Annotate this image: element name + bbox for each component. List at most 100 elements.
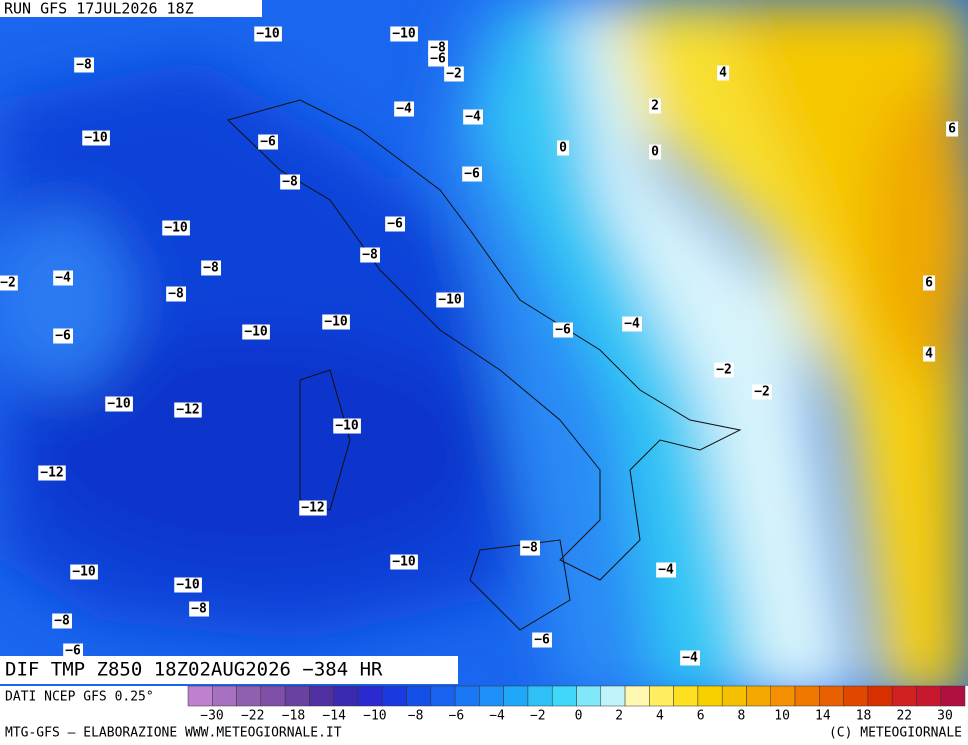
contour-label: −10 [324,315,348,330]
contour-label: −6 [464,167,480,182]
colorbar-swatch [551,685,577,707]
contour-label-box [70,564,98,580]
contour-label: 4 [719,66,727,81]
contour-label-box [74,57,94,73]
contour-label-box [360,247,380,263]
contour-label: −8 [54,614,70,629]
contour-label-box [280,174,300,190]
contour-label-box [166,286,186,302]
colorbar-tick-label: −10 [363,709,386,724]
contour-label-box [0,275,18,291]
title-box [0,656,458,684]
contour-label: −2 [0,276,16,291]
contour-label-box [201,260,221,276]
contour-label: −10 [392,555,416,570]
colorbar-swatch [697,685,723,707]
contour-label: −4 [465,110,481,125]
contour-label: −10 [164,221,188,236]
contour-label-box [462,166,482,182]
contour-label: 6 [925,276,933,291]
source-label: DATI NCEP GFS 0.25° [5,690,154,705]
contour-label-box [714,362,734,378]
contour-label-box [390,554,418,570]
colorbar-tick-label: 2 [615,709,623,724]
colorbar-swatch [236,685,262,707]
colorbar-swatch [867,685,893,707]
colorbar-swatch [454,685,480,707]
colorbar-tick-label: 4 [656,709,664,724]
contour-label-box [680,650,700,666]
colorbar-swatch [284,685,310,707]
colorbar-swatch [333,685,359,707]
colorbar-swatch [721,685,747,707]
contour-label-box [622,316,642,332]
colorbar-swatch [503,685,529,707]
contour-label: −8 [282,175,298,190]
contour-label-box [394,101,414,117]
contour-label: −6 [65,644,81,659]
contour-label: −6 [387,217,403,232]
contour-label: −12 [40,466,63,481]
colorbar-swatch [527,685,553,707]
contour-label-box [428,51,448,67]
colorbar-tick-label: 8 [737,709,745,724]
contour-label-box [242,324,270,340]
contour-label-box [162,220,190,236]
colorbar-swatch [673,685,699,707]
contour-label-box [649,98,661,114]
colorbar-swatch [819,685,844,707]
run-label: RUN GFS 17JUL2026 18Z [4,0,194,18]
contour-label: −4 [55,271,71,286]
contour-label: 0 [559,141,567,156]
contour-label: −12 [301,501,324,516]
contour-label: 0 [651,145,659,160]
contour-label-box [254,26,282,42]
contour-label: 2 [651,99,659,114]
colorbar-swatch [843,685,869,707]
contour-label-box [189,601,209,617]
colorbar-swatch [187,685,213,707]
contour-label: −6 [55,329,71,344]
colorbar-swatch [600,685,626,707]
contour-label-box [82,130,110,146]
colorbar-swatch [916,685,941,707]
contour-label-box [557,140,570,156]
contour-label-box [53,270,73,286]
contour-label-box [532,632,552,648]
colorbar-swatch [794,685,820,707]
contour-label-box [553,322,573,338]
contour-label: −10 [176,578,200,593]
contour-label-box [385,216,405,232]
contour-label: −6 [555,323,571,338]
contour-label-box [444,66,464,82]
contour-label-box [923,275,936,291]
contour-label: −4 [658,563,674,578]
contour-label: −4 [396,102,412,117]
contour-label-box [258,134,278,150]
colorbar: −30 −22 −18 −14 −10 −8 −6 −4 −2 0 2 4 6 8 10 14 18 22 30 [187,685,966,724]
colorbar-swatch [649,685,674,707]
colorbar-swatch [309,685,334,707]
contour-label: −10 [72,565,96,580]
contour-label-box [38,465,66,481]
colorbar-tick-label: 10 [774,709,790,724]
contour-label: −8 [76,58,92,73]
contour-label-box [53,328,73,344]
contour-label: −12 [176,403,199,418]
contour-label-box [717,65,730,81]
contour-label-box [174,402,202,418]
contour-label: −8 [191,602,207,617]
colorbar-swatch [770,685,796,707]
run-box [0,0,262,17]
map-title: DIF TMP Z850 18Z02AUG2026 −384 HR [5,659,383,681]
contour-label: 6 [948,122,956,137]
contour-label-box [656,562,676,578]
colorbar-tick-label: −22 [241,709,264,724]
contour-label-box [299,500,327,516]
colorbar-swatch [382,685,407,707]
contour-label: −2 [716,363,732,378]
contour-label: −6 [534,633,550,648]
contour-label-box [390,26,418,42]
contour-label: −10 [335,419,359,434]
